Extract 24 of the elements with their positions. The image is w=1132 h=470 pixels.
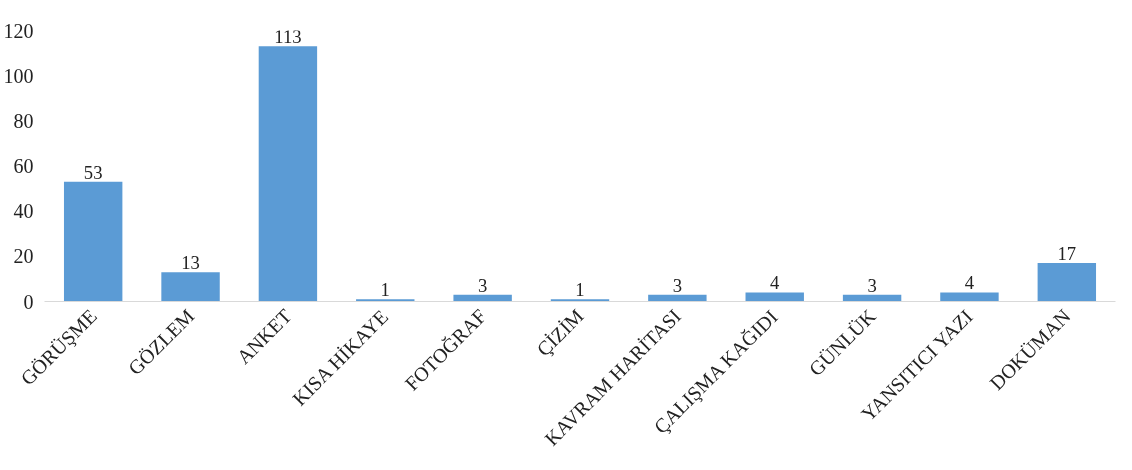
y-tick-label: 80 [13, 109, 34, 132]
data-label: 53 [83, 161, 103, 183]
y-tick-label: 0 [23, 290, 34, 313]
y-tick-label: 40 [13, 200, 34, 223]
data-label: 13 [181, 252, 200, 274]
data-label: 17 [1057, 243, 1077, 265]
data-label: 1 [575, 279, 585, 301]
y-tick-label: 60 [13, 155, 34, 177]
bar [940, 292, 999, 302]
y-tick-label: 20 [13, 245, 34, 268]
y-tick-label: 120 [3, 19, 34, 42]
bar [258, 46, 318, 302]
data-label: 4 [770, 272, 781, 294]
bar [161, 272, 220, 302]
bar [63, 181, 123, 302]
data-label: 113 [274, 26, 302, 48]
data-label: 3 [477, 274, 488, 296]
y-tick-label: 100 [3, 64, 34, 87]
data-label: 4 [964, 272, 975, 294]
bar [745, 292, 804, 302]
data-label: 1 [380, 279, 390, 301]
data-label: 3 [672, 274, 683, 296]
data-label: 3 [867, 274, 877, 296]
bar [1037, 263, 1097, 302]
